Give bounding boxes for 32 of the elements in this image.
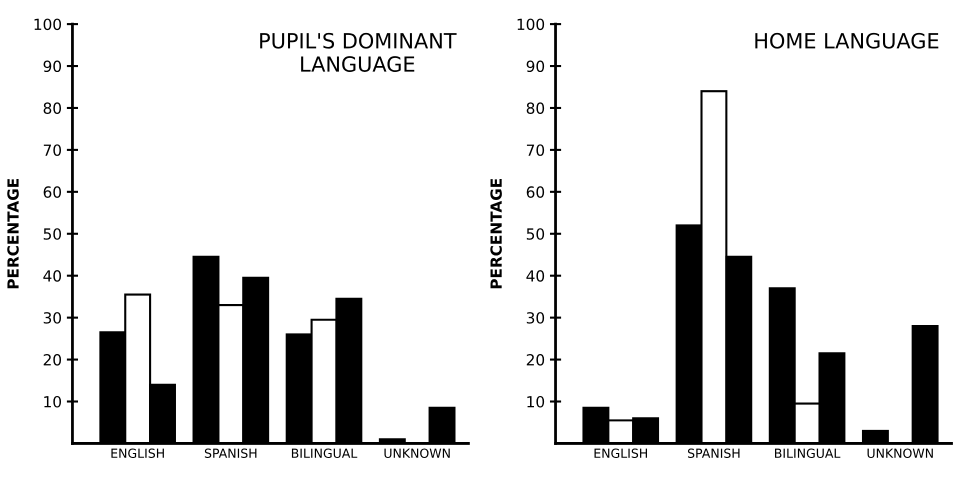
y-tick-label: 10 [44, 396, 62, 408]
x-tick-label: BILINGUAL [292, 448, 358, 458]
y-tick-label: 80 [44, 102, 62, 114]
y-tick-label: 90 [44, 60, 62, 72]
y-tick-label: 50 [526, 228, 544, 240]
x-tick-label: UNKNOWN [868, 448, 933, 458]
y-tick-label: 40 [526, 270, 544, 282]
y-tick-label: 10 [527, 396, 544, 408]
y-tick-label: 60 [526, 186, 544, 198]
y-tick-label: 80 [526, 102, 544, 114]
y-tick-label: 90 [526, 60, 544, 72]
y-tick-label: 60 [44, 186, 62, 198]
y-axis-title: PERCENTAGE [490, 178, 502, 288]
x-tick-label: ENGLISH [111, 448, 164, 458]
x-tick-label: UNKNOWN [384, 448, 450, 458]
y-tick-label: 20 [526, 354, 544, 366]
y-tick-label: 30 [44, 312, 62, 324]
y-tick-label: 70 [526, 144, 544, 156]
x-tick-label: SPANISH [688, 448, 740, 458]
x-tick-label: ENGLISH [594, 448, 647, 458]
y-tick-label: 70 [44, 144, 62, 156]
y-tick-label: 100 [34, 18, 62, 30]
y-axis-title: PERCENTAGE [7, 178, 19, 288]
y-tick-label: 100 [518, 18, 544, 30]
chart-title: HOME LANGUAGE [755, 32, 938, 49]
y-tick-label: 50 [44, 228, 62, 240]
x-tick-label: BILINGUAL [775, 448, 840, 458]
x-tick-label: SPANISH [204, 448, 256, 458]
text: PUPIL'S DOMINANT LANGUAGE [260, 32, 457, 72]
y-tick-label: 20 [44, 354, 62, 366]
y-tick-label: 30 [526, 312, 544, 324]
y-tick-label: 40 [43, 270, 62, 282]
